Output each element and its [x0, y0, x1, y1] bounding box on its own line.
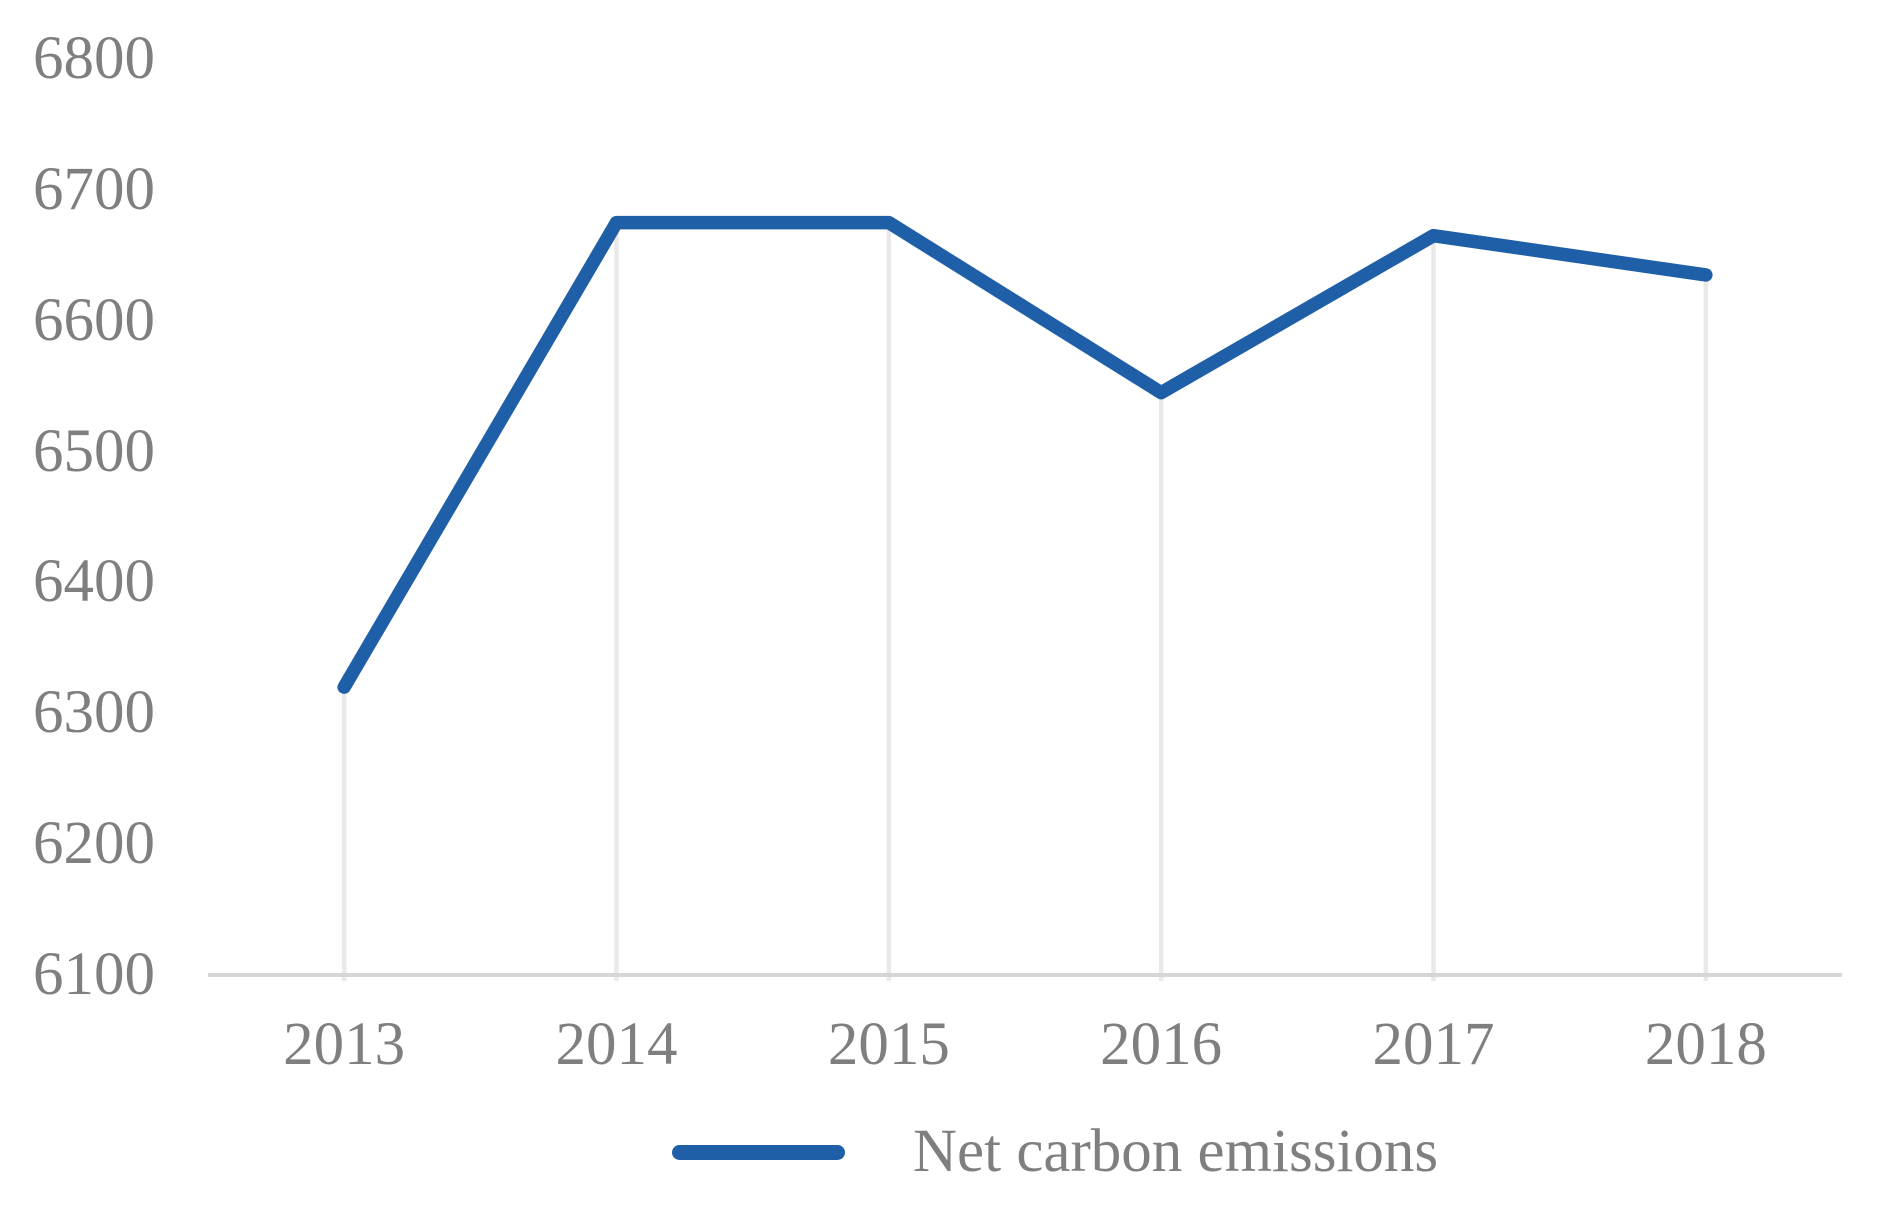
- x-tick-label: 2017: [1372, 1011, 1495, 1078]
- y-tick-label: 6300: [33, 679, 155, 747]
- legend-label: Net carbon emissions: [913, 1118, 1439, 1185]
- y-tick-label: 6200: [33, 810, 155, 878]
- y-tick-label: 6100: [33, 941, 155, 1008]
- legend: Net carbon emissions: [672, 1118, 1438, 1186]
- x-tick-label: 2014: [555, 1011, 678, 1078]
- y-tick-label: 6700: [33, 155, 155, 223]
- y-tick-label: 6800: [33, 25, 155, 92]
- x-tick-label: 2013: [283, 1011, 406, 1078]
- y-tick-label: 6500: [33, 417, 155, 485]
- x-tick-label: 2018: [1644, 1011, 1767, 1078]
- series-line-net-carbon-emissions: [337, 215, 1713, 694]
- y-tick-label: 6600: [33, 286, 155, 354]
- x-tick-label: 2016: [1100, 1011, 1223, 1078]
- legend-line-swatch: [672, 1144, 845, 1160]
- x-tick-label: 2015: [827, 1011, 950, 1078]
- y-tick-label: 6400: [33, 548, 155, 616]
